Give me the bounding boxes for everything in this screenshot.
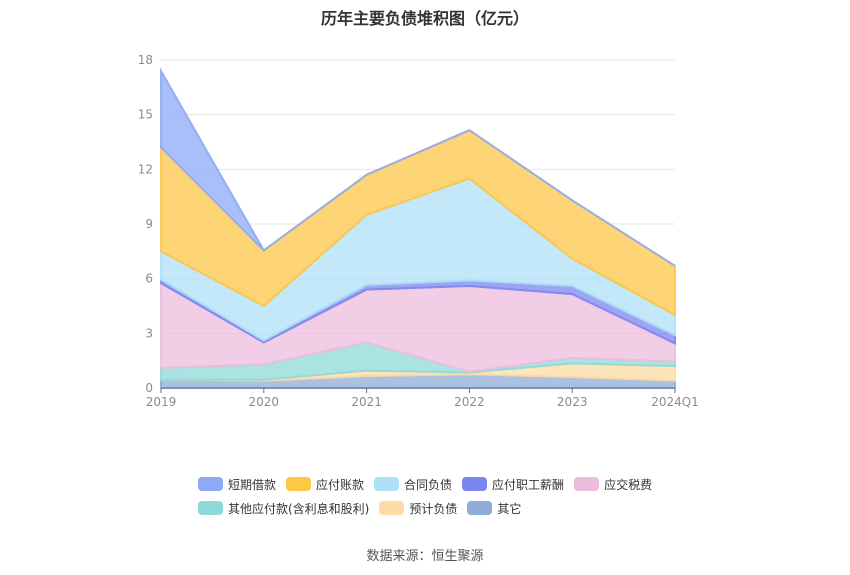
legend-label: 合同负债 [404, 477, 453, 492]
x-tick-label: 2019 [146, 395, 177, 409]
legend-swatch [286, 477, 312, 491]
x-tick-label: 2021 [351, 395, 382, 409]
legend-swatch [374, 477, 400, 491]
legend: 短期借款 应付账款 合同负债 应付职工薪酬 应交税费 其他应付款(含利息和股利) 预计负债… [198, 472, 678, 520]
y-tick-label: 3 [145, 326, 153, 340]
y-tick-label: 12 [138, 162, 153, 176]
x-tick-label: 2023 [557, 395, 588, 409]
legend-label: 应交税费 [604, 477, 653, 492]
legend-item[interactable]: 其他应付款(含利息和股利) [198, 500, 369, 517]
y-tick-label: 6 [145, 272, 153, 286]
legend-swatch [198, 501, 223, 515]
legend-swatch [379, 501, 405, 515]
legend-item[interactable]: 合同负债 [374, 476, 452, 493]
y-tick-label: 9 [145, 217, 153, 231]
y-tick-label: 15 [138, 108, 153, 122]
data-source: 数据来源：恒生聚源 [366, 549, 484, 564]
legend-swatch [198, 477, 223, 491]
legend-label: 短期借款 [228, 477, 277, 492]
chart-title: 历年主要负债堆积图（亿元） [320, 9, 529, 28]
legend-label: 其它 [497, 501, 522, 516]
legend-item[interactable]: 应付职工薪酬 [462, 476, 564, 493]
legend-item[interactable]: 应交税费 [574, 476, 652, 493]
legend-item[interactable]: 应付账款 [286, 476, 364, 493]
axis-layer: 0 3 6 9 12 15 18 2019 2020 2021 2022 2023 2024Q1 [138, 53, 699, 409]
x-tick-label: 2024Q1 [651, 395, 699, 409]
area-layer [160, 67, 676, 389]
legend-item[interactable]: 短期借款 [198, 476, 276, 493]
legend-label: 其他应付款(含利息和股利) [228, 501, 370, 516]
legend-item[interactable]: 其它 [467, 500, 521, 517]
legend-label: 应付账款 [316, 477, 365, 492]
legend-label: 应付职工薪酬 [492, 477, 565, 492]
series-area [160, 67, 676, 267]
legend-item[interactable]: 预计负债 [379, 500, 457, 517]
x-tick-label: 2020 [249, 395, 280, 409]
legend-swatch [462, 477, 488, 491]
y-tick-label: 0 [145, 381, 153, 395]
legend-swatch [574, 477, 600, 491]
y-tick-label: 18 [138, 53, 153, 67]
legend-label: 预计负债 [409, 501, 458, 516]
legend-swatch [467, 501, 493, 515]
legend-row-1: 短期借款 应付账款 合同负债 应付职工薪酬 应交税费 [198, 472, 678, 496]
legend-row-2: 其他应付款(含利息和股利) 预计负债 其它 [198, 496, 678, 520]
x-tick-label: 2022 [454, 395, 485, 409]
